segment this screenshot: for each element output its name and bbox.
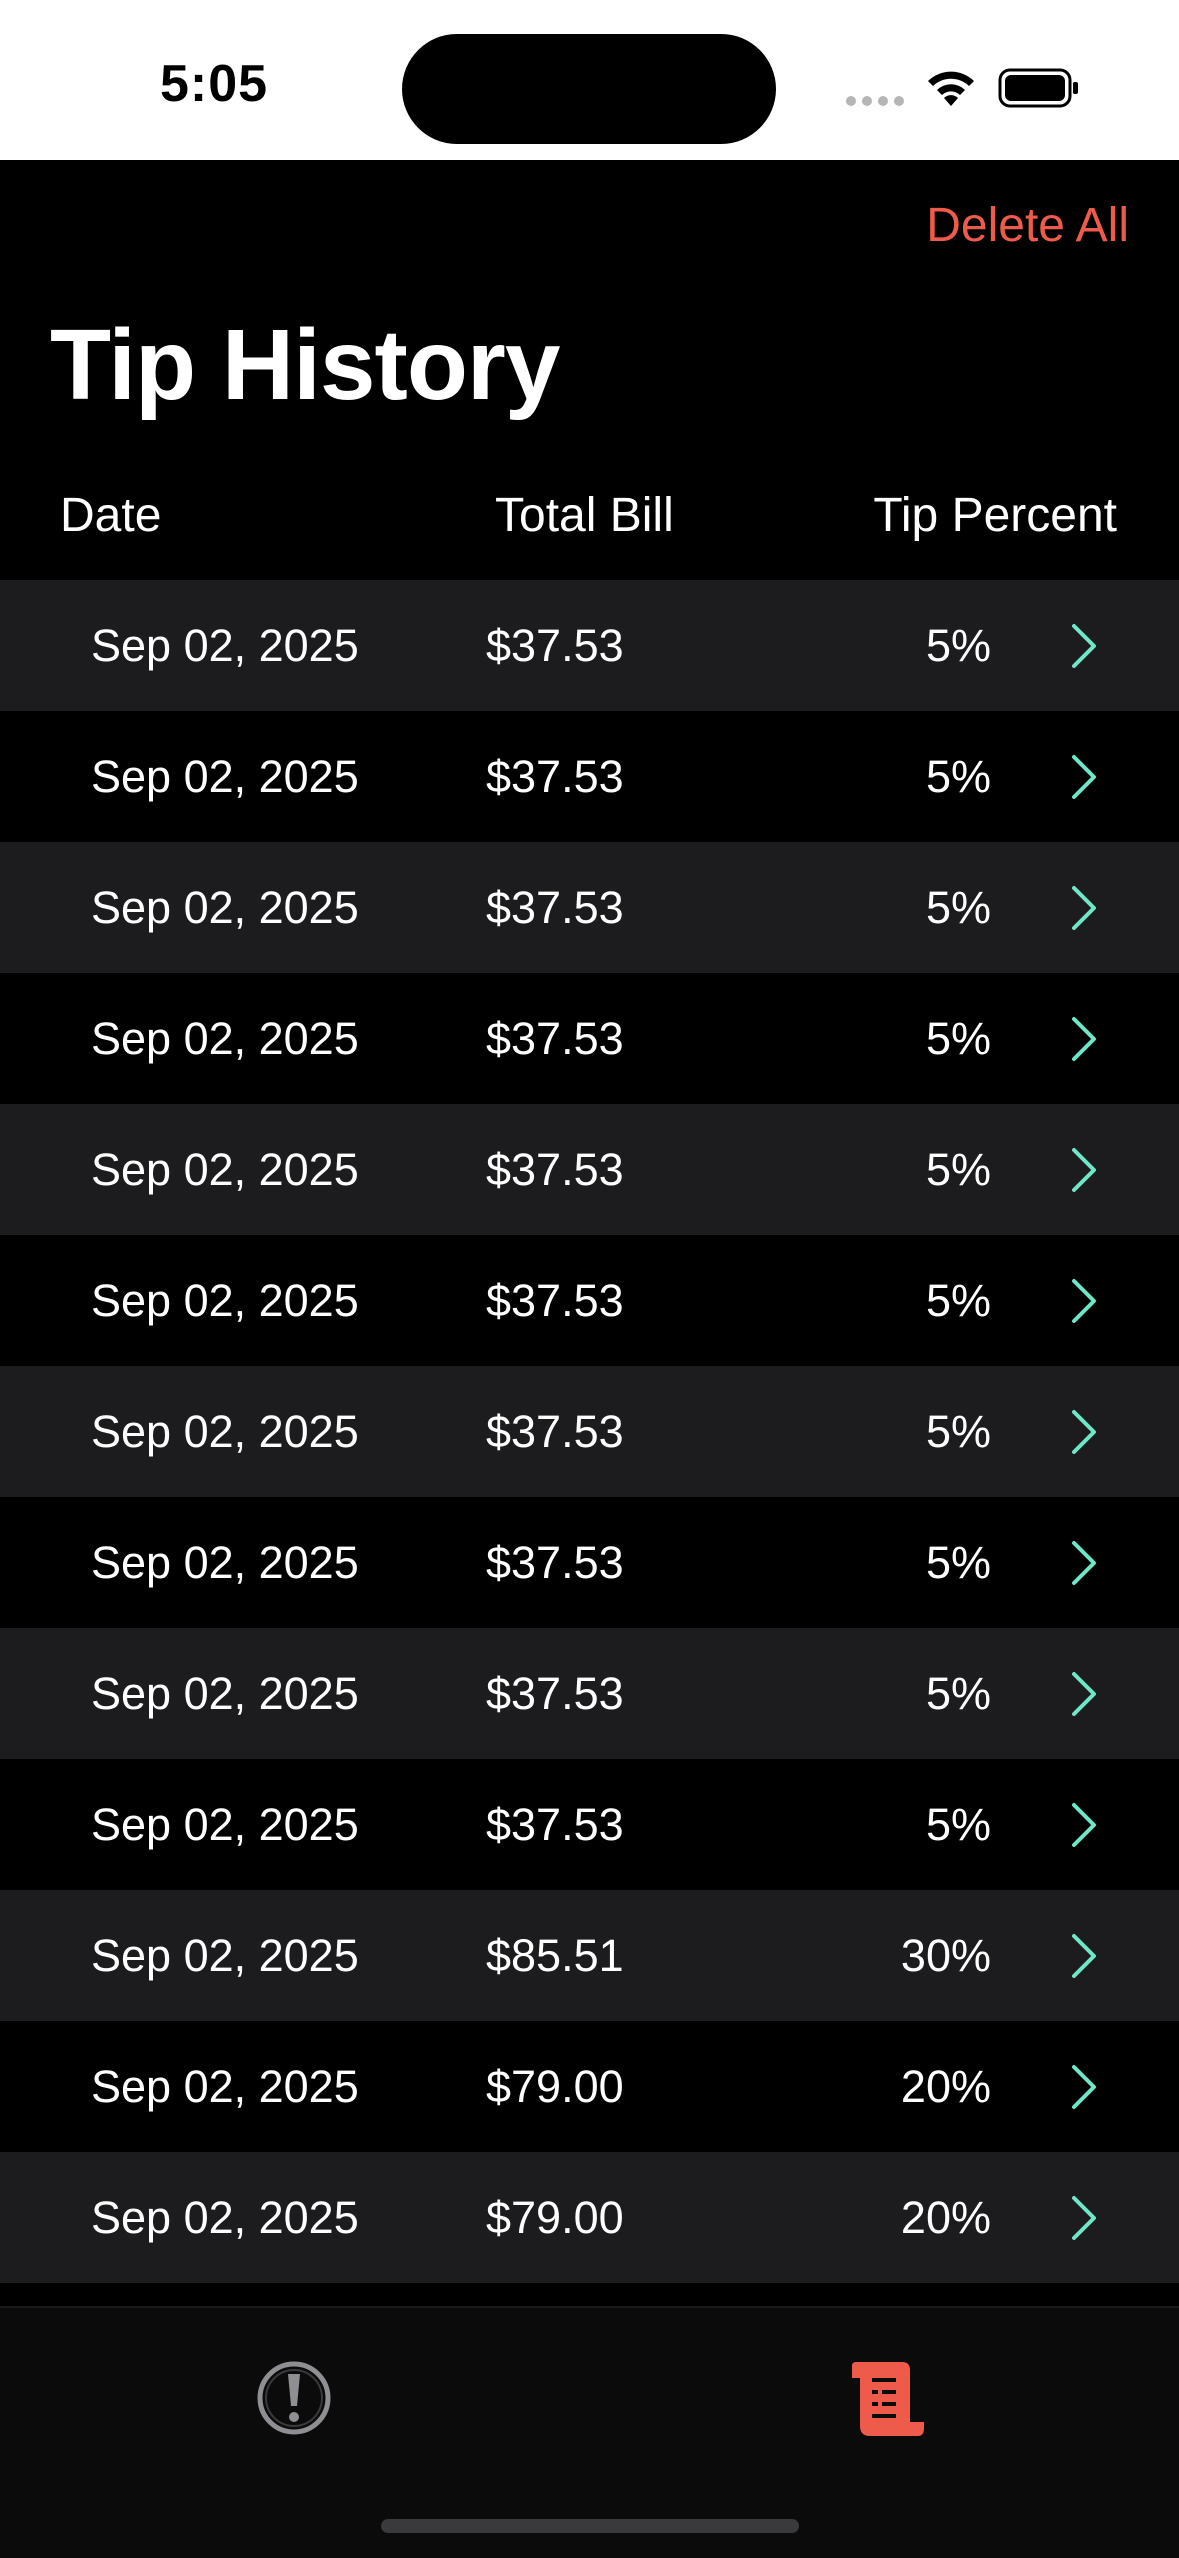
history-row[interactable]: Sep 02, 2025 $79.00 20% bbox=[0, 2152, 1179, 2283]
row-date: Sep 02, 2025 bbox=[91, 1144, 359, 1195]
row-date: Sep 02, 2025 bbox=[91, 2061, 359, 2112]
row-date: Sep 02, 2025 bbox=[91, 2192, 359, 2243]
row-total-bill: $37.53 bbox=[486, 1144, 624, 1195]
row-date: Sep 02, 2025 bbox=[91, 1799, 359, 1850]
row-tip-percent: 5% bbox=[925, 1537, 991, 1588]
chevron-right-icon bbox=[1072, 2196, 1096, 2240]
delete-all-button[interactable]: Delete All bbox=[926, 199, 1129, 252]
receipt-scroll-icon[interactable] bbox=[836, 2348, 936, 2448]
row-tip-percent: 20% bbox=[900, 2192, 991, 2243]
chevron-right-icon bbox=[1072, 1017, 1096, 1061]
row-date: Sep 02, 2025 bbox=[91, 751, 359, 802]
history-row[interactable]: Sep 02, 2025 $37.53 5% bbox=[0, 1628, 1179, 1759]
row-tip-percent: 5% bbox=[925, 620, 991, 671]
row-total-bill: $79.00 bbox=[486, 2192, 624, 2243]
row-tip-percent: 5% bbox=[925, 1799, 991, 1850]
history-row[interactable]: Sep 02, 2025 $85.51 30% bbox=[0, 1890, 1179, 2021]
row-total-bill: $85.51 bbox=[486, 1930, 624, 1981]
row-total-bill: $37.53 bbox=[486, 1799, 624, 1850]
row-tip-percent: 5% bbox=[925, 1144, 991, 1195]
chevron-right-icon bbox=[1072, 1803, 1096, 1847]
row-date: Sep 02, 2025 bbox=[91, 1013, 359, 1064]
column-header-date: Date bbox=[60, 489, 162, 542]
history-row[interactable]: Sep 02, 2025 $37.53 5% bbox=[0, 973, 1179, 1104]
battery-icon bbox=[998, 68, 1078, 108]
row-date: Sep 02, 2025 bbox=[91, 1537, 359, 1588]
chevron-right-icon bbox=[1072, 1279, 1096, 1323]
row-total-bill: $37.53 bbox=[486, 620, 624, 671]
row-tip-percent: 5% bbox=[925, 1275, 991, 1326]
history-row[interactable]: Sep 02, 2025 $37.53 5% bbox=[0, 1104, 1179, 1235]
chevron-right-icon bbox=[1072, 1934, 1096, 1978]
row-total-bill: $37.53 bbox=[486, 1668, 624, 1719]
chevron-right-icon bbox=[1072, 624, 1096, 668]
chevron-right-icon bbox=[1072, 2065, 1096, 2109]
cellular-signal-icon bbox=[846, 96, 904, 106]
column-header-tip-percent: Tip Percent bbox=[873, 489, 1117, 542]
home-indicator bbox=[381, 2519, 799, 2533]
history-row[interactable]: Sep 02, 2025 $37.53 5% bbox=[0, 1366, 1179, 1497]
row-tip-percent: 20% bbox=[900, 2061, 991, 2112]
status-bar: 5:05 bbox=[0, 0, 1179, 160]
row-total-bill: $79.00 bbox=[486, 2061, 624, 2112]
row-tip-percent: 5% bbox=[925, 1406, 991, 1457]
row-tip-percent: 5% bbox=[925, 1668, 991, 1719]
row-date: Sep 02, 2025 bbox=[91, 1668, 359, 1719]
chevron-right-icon bbox=[1072, 1672, 1096, 1716]
row-tip-percent: 5% bbox=[925, 882, 991, 933]
exclamation-circle-icon[interactable] bbox=[244, 2348, 344, 2448]
page-title: Tip History bbox=[50, 309, 560, 421]
column-header-total-bill: Total Bill bbox=[495, 489, 674, 542]
row-date: Sep 02, 2025 bbox=[91, 882, 359, 933]
history-row[interactable]: Sep 02, 2025 $37.53 5% bbox=[0, 842, 1179, 973]
row-total-bill: $37.53 bbox=[486, 1406, 624, 1457]
chevron-right-icon bbox=[1072, 886, 1096, 930]
tab-bar bbox=[0, 2306, 1179, 2558]
row-tip-percent: 30% bbox=[900, 1930, 991, 1981]
chevron-right-icon bbox=[1072, 1410, 1096, 1454]
row-total-bill: $37.53 bbox=[486, 1275, 624, 1326]
row-total-bill: $37.53 bbox=[486, 882, 624, 933]
row-date: Sep 02, 2025 bbox=[91, 1930, 359, 1981]
history-row[interactable]: Sep 02, 2025 $37.53 5% bbox=[0, 1759, 1179, 1890]
row-tip-percent: 5% bbox=[925, 1013, 991, 1064]
history-row[interactable]: Sep 02, 2025 $37.53 5% bbox=[0, 1235, 1179, 1366]
history-list: Sep 02, 2025 $37.53 5% Sep 02, 2025 $37.… bbox=[0, 580, 1179, 2283]
history-row[interactable]: Sep 02, 2025 $37.53 5% bbox=[0, 580, 1179, 711]
row-date: Sep 02, 2025 bbox=[91, 620, 359, 671]
row-total-bill: $37.53 bbox=[486, 1013, 624, 1064]
history-row[interactable]: Sep 02, 2025 $37.53 5% bbox=[0, 1497, 1179, 1628]
status-time: 5:05 bbox=[160, 55, 269, 113]
chevron-right-icon bbox=[1072, 1148, 1096, 1192]
history-row[interactable]: Sep 02, 2025 $79.00 20% bbox=[0, 2021, 1179, 2152]
row-date: Sep 02, 2025 bbox=[91, 1406, 359, 1457]
wifi-icon bbox=[928, 71, 974, 106]
row-date: Sep 02, 2025 bbox=[91, 1275, 359, 1326]
chevron-right-icon bbox=[1072, 1541, 1096, 1585]
chevron-right-icon bbox=[1072, 755, 1096, 799]
row-total-bill: $37.53 bbox=[486, 751, 624, 802]
dynamic-island bbox=[402, 34, 776, 144]
history-row[interactable]: Sep 02, 2025 $37.53 5% bbox=[0, 711, 1179, 842]
row-tip-percent: 5% bbox=[925, 751, 991, 802]
row-total-bill: $37.53 bbox=[486, 1537, 624, 1588]
